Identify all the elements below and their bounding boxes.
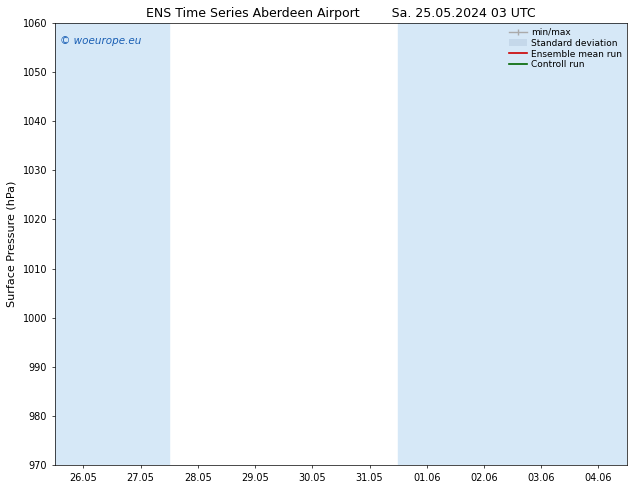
Legend: min/max, Standard deviation, Ensemble mean run, Controll run: min/max, Standard deviation, Ensemble me… [507, 25, 624, 72]
Bar [398, 23, 513, 466]
Y-axis label: Surface Pressure (hPa): Surface Pressure (hPa) [7, 181, 17, 307]
Title: ENS Time Series Aberdeen Airport        Sa. 25.05.2024 03 UTC: ENS Time Series Aberdeen Airport Sa. 25.… [146, 7, 536, 20]
Text: © woeurope.eu: © woeurope.eu [60, 36, 142, 46]
Bar [513, 23, 627, 466]
Bar [55, 23, 169, 466]
